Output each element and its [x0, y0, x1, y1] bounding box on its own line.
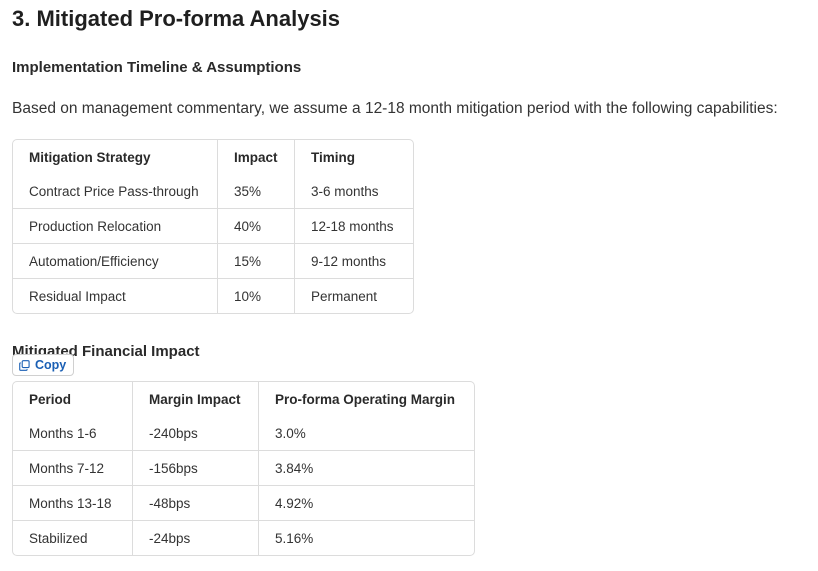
column-header: Mitigation Strategy	[13, 140, 218, 174]
table-cell: 40%	[218, 209, 295, 244]
table-cell: 9-12 months	[295, 244, 413, 279]
table-row: Residual Impact 10% Permanent	[13, 279, 413, 313]
table-row: Months 1-6 -240bps 3.0%	[13, 416, 474, 451]
table-cell: -240bps	[133, 416, 259, 451]
table-row: Stabilized -24bps 5.16%	[13, 521, 474, 555]
section-title: 3. Mitigated Pro-forma Analysis	[12, 6, 341, 31]
column-header: Period	[13, 382, 133, 416]
mitigation-strategy-table: Mitigation Strategy Impact Timing Contra…	[12, 139, 414, 314]
document-page: 3. Mitigated Pro-forma Analysis Implemen…	[12, 0, 818, 571]
table-header-row: Mitigation Strategy Impact Timing	[13, 140, 413, 174]
table-cell: Contract Price Pass-through	[13, 174, 218, 209]
table-cell: -24bps	[133, 521, 259, 555]
intro-paragraph: Based on management commentary, we assum…	[12, 100, 778, 117]
table-row: Months 13-18 -48bps 4.92%	[13, 486, 474, 521]
table-cell: Permanent	[311, 288, 378, 304]
table-row: Automation/Efficiency 15% 9-12 months	[13, 244, 413, 279]
column-header: Timing	[311, 149, 356, 165]
table-cell: 5.16%	[275, 530, 314, 546]
table-cell: 10%	[218, 279, 295, 313]
table-header-row: Period Margin Impact Pro-forma Operating…	[13, 382, 474, 416]
table-cell: Stabilized	[13, 521, 133, 555]
copy-button[interactable]: Copy	[12, 354, 75, 376]
table-cell: Automation/Efficiency	[13, 244, 218, 279]
table-cell: Months 13-18	[13, 486, 133, 521]
table-cell: -48bps	[133, 486, 259, 521]
table-cell: 3.0%	[259, 416, 474, 451]
table-row: Production Relocation 40% 12-18 months	[13, 209, 413, 244]
table-cell: 35%	[218, 174, 295, 209]
table-cell: 4.92%	[259, 486, 474, 521]
column-header: Impact	[218, 140, 295, 174]
column-header: Pro-forma Operating Margin	[275, 391, 456, 407]
table-cell: Residual Impact	[13, 279, 218, 313]
table-row: Months 7-12 -156bps 3.84%	[13, 451, 474, 486]
table-cell: 3.84%	[259, 451, 474, 486]
table-cell: 12-18 months	[295, 209, 413, 244]
table-cell: Months 1-6	[13, 416, 133, 451]
table-cell: Months 7-12	[13, 451, 133, 486]
table-row: Contract Price Pass-through 35% 3-6 mont…	[13, 174, 413, 209]
table-cell: Production Relocation	[13, 209, 218, 244]
copy-button-label: Copy	[35, 358, 67, 372]
timeline-subtitle: Implementation Timeline & Assumptions	[12, 59, 302, 76]
copy-icon	[19, 359, 30, 371]
column-header: Margin Impact	[133, 382, 259, 416]
table-cell: 3-6 months	[295, 174, 413, 209]
table-cell: -156bps	[133, 451, 259, 486]
table-cell: 15%	[218, 244, 295, 279]
financial-impact-table: Period Margin Impact Pro-forma Operating…	[12, 381, 475, 556]
